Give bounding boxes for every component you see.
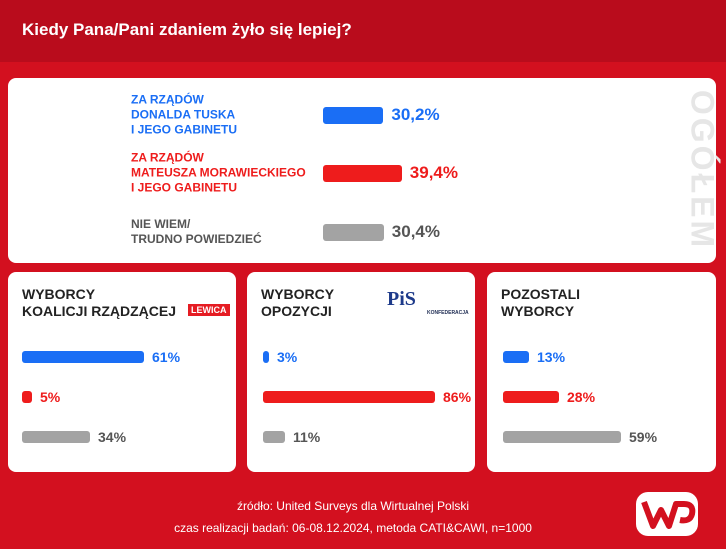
wp-logo xyxy=(636,492,698,536)
value-label: 59% xyxy=(629,429,658,445)
bar xyxy=(503,431,621,443)
bar xyxy=(503,391,559,403)
value-label: 5% xyxy=(40,389,61,405)
panel: WYBORCY KOALICJI RZĄDZĄCEJ LEWICA 61% 5% 34% xyxy=(8,272,236,472)
side-label-text: OGÓŁEM xyxy=(684,89,721,251)
value-label: 28% xyxy=(567,389,596,405)
bar xyxy=(22,431,90,443)
value-label: 61% xyxy=(152,349,181,365)
party-logo: PiS xyxy=(387,288,416,310)
bar xyxy=(263,431,285,443)
bar xyxy=(22,351,144,363)
bar xyxy=(503,351,529,363)
value-label: 30,4% xyxy=(391,222,440,241)
method: czas realizacji badań: 06-08.12.2024, me… xyxy=(174,521,532,535)
value-label: 39,4% xyxy=(409,163,458,182)
category-label: ZA RZĄDÓW MATEUSZA MORAWIECKIEGO I JEGO … xyxy=(131,150,306,195)
source: źródło: United Surveys dla Wirtualnej Po… xyxy=(236,499,470,513)
bar xyxy=(323,223,384,241)
value-label: 86% xyxy=(443,389,472,405)
bar xyxy=(22,391,32,403)
category-label: NIE WIEM/ TRUDNO POWIEDZIEĆ xyxy=(131,217,262,246)
panel: OGÓŁEM ZA RZĄDÓW DONALDA TUSKA I JEGO GAB… xyxy=(8,78,721,263)
bar xyxy=(263,351,269,363)
category-label: ZA RZĄDÓW DONALDA TUSKA I JEGO GABINETU xyxy=(131,92,238,137)
party-logo: KONFEDERACJA xyxy=(427,310,469,316)
value-label: 30,2% xyxy=(391,105,440,124)
value-label: 3% xyxy=(277,349,298,365)
value-label: 11% xyxy=(293,429,321,445)
bar xyxy=(323,164,402,182)
value-label: 13% xyxy=(537,349,566,365)
panel-title: WYBORCY OPOZYCJI xyxy=(261,286,335,319)
panel-title: WYBORCY KOALICJI RZĄDZĄCEJ xyxy=(22,286,177,319)
title: Kiedy Pana/Pani zdaniem żyło się lepiej? xyxy=(22,20,352,39)
panel: POZOSTALI WYBORCY 13% 28% 59% xyxy=(487,272,716,472)
party-logo: LEWICA xyxy=(188,304,230,316)
value-label: 34% xyxy=(98,429,127,445)
panel: WYBORCY OPOZYCJI PiS KONFEDERACJA 3% 86% 11% xyxy=(247,272,475,472)
bar xyxy=(263,391,435,403)
header-band xyxy=(0,0,726,62)
bar xyxy=(323,106,384,124)
panel-title: POZOSTALI WYBORCY xyxy=(501,286,581,319)
